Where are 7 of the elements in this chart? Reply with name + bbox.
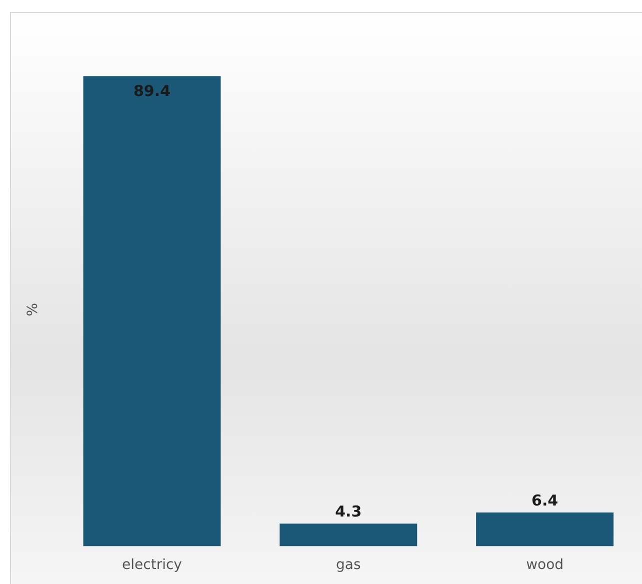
x-tick-label: electricy — [122, 557, 182, 574]
x-tick-label: wood — [526, 557, 564, 574]
x-tick-label: gas — [336, 557, 361, 574]
y-axis-title: % — [25, 302, 42, 316]
data-label: 89.4 — [133, 82, 171, 100]
data-label: 6.4 — [532, 491, 558, 510]
data-label: 4.3 — [335, 502, 362, 520]
